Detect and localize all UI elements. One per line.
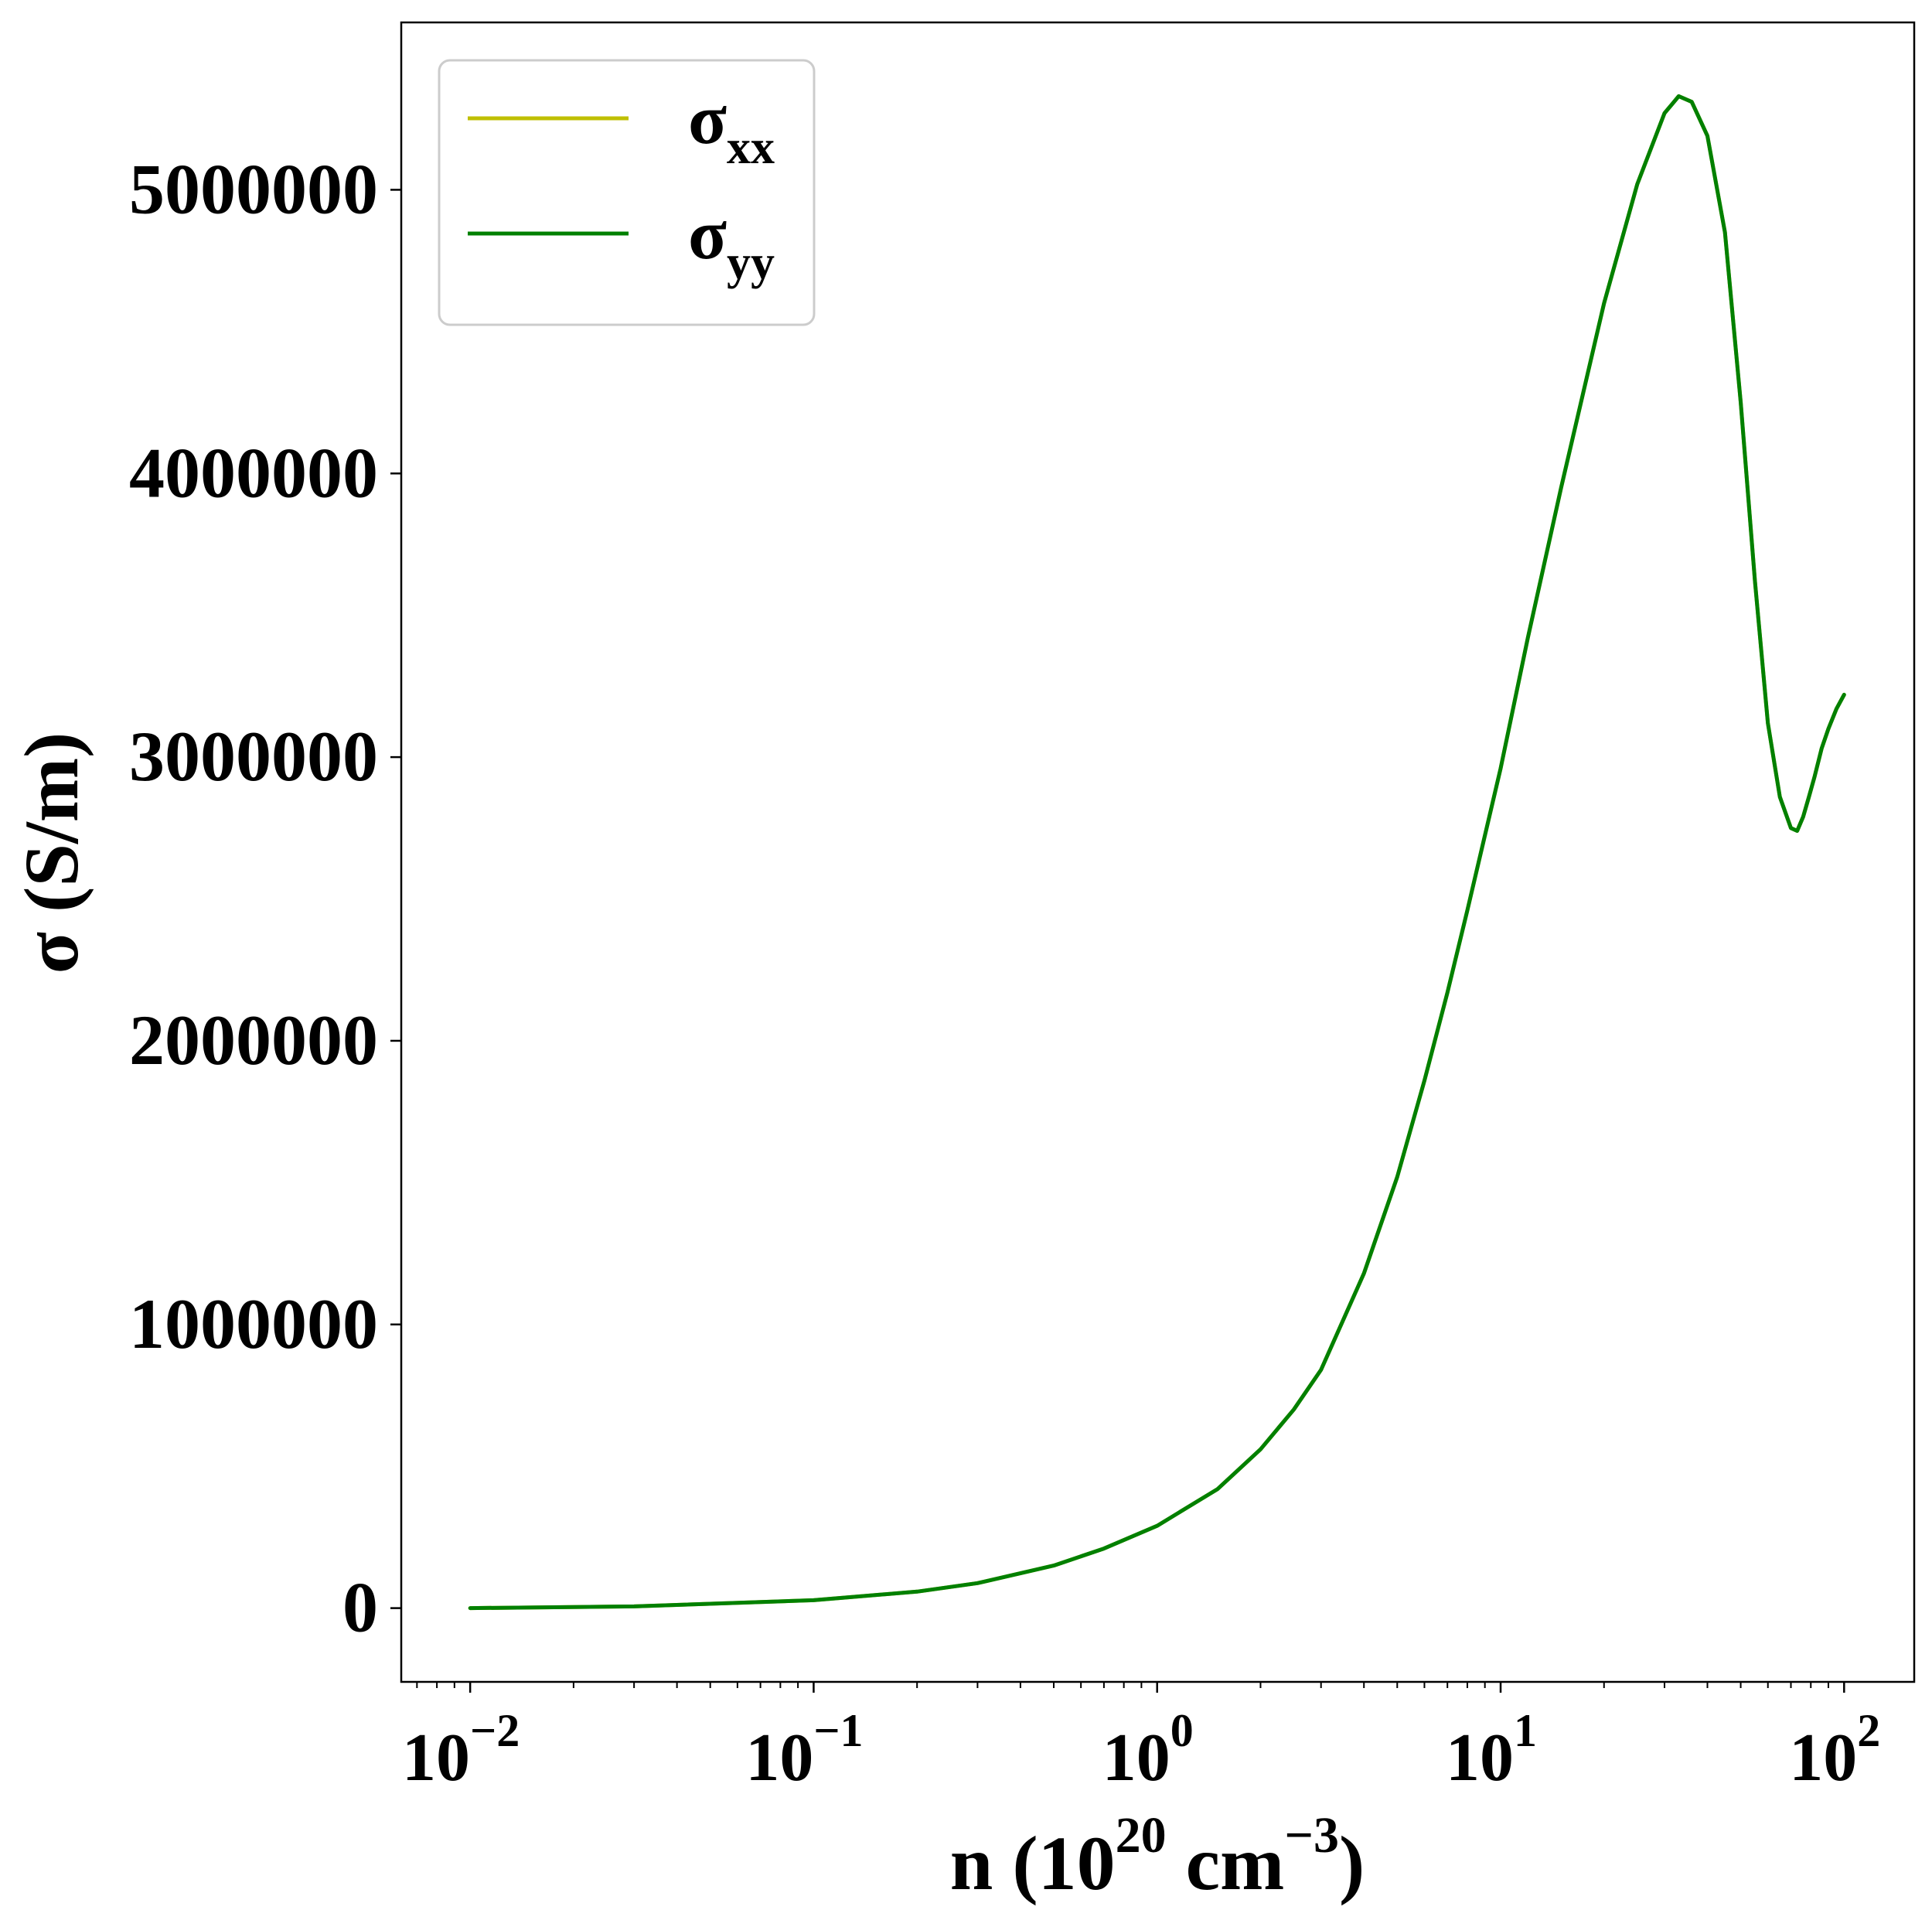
legend-label-sigma-xx-base: σ bbox=[688, 80, 727, 159]
y-axis-label: σ (S/m) bbox=[9, 732, 94, 974]
y-tick-label: 4000000 bbox=[129, 433, 378, 512]
x-tick-label-base: 10 bbox=[745, 1721, 813, 1796]
legend: σxx σyy bbox=[438, 59, 816, 326]
x-axis-label-end: ) bbox=[1339, 1820, 1365, 1906]
y-tick-label: 3000000 bbox=[129, 717, 378, 796]
x-tick-label-exp: 1 bbox=[1514, 1705, 1537, 1756]
x-tick-label: 101 bbox=[1446, 1705, 1537, 1796]
x-axis-label-base: n (10 bbox=[950, 1820, 1116, 1906]
legend-label-sigma-yy-base: σ bbox=[688, 195, 727, 274]
x-tick-label-exp: 0 bbox=[1170, 1705, 1194, 1756]
y-tick-label: 1000000 bbox=[129, 1284, 378, 1363]
legend-label-sigma-yy: σyy bbox=[688, 195, 775, 289]
x-tick-label: 100 bbox=[1102, 1705, 1194, 1796]
y-axis-ticks: 0 1000000 2000000 3000000 4000000 5000000 bbox=[129, 149, 401, 1647]
x-tick-label-exp: −2 bbox=[470, 1705, 520, 1756]
x-axis-label-mid: cm bbox=[1167, 1820, 1285, 1906]
x-tick-label: 102 bbox=[1789, 1705, 1880, 1796]
x-tick-label: 10−1 bbox=[745, 1705, 863, 1796]
x-tick-label: 10−2 bbox=[402, 1705, 520, 1796]
y-tick-label: 5000000 bbox=[129, 149, 378, 228]
legend-label-sigma-xx-sub: xx bbox=[727, 121, 775, 174]
x-axis-ticks: 10−2 10−1 100 101 102 bbox=[402, 1682, 1880, 1796]
y-tick-label: 2000000 bbox=[129, 1001, 378, 1079]
x-tick-label-exp: 2 bbox=[1857, 1705, 1880, 1756]
x-axis-label-exp1: 20 bbox=[1116, 1807, 1167, 1864]
legend-label-sigma-xx: σxx bbox=[688, 80, 775, 174]
legend-label-sigma-yy-sub: yy bbox=[727, 237, 775, 289]
y-tick-label: 0 bbox=[342, 1568, 378, 1647]
x-axis-label-exp2: −3 bbox=[1284, 1807, 1339, 1864]
x-tick-label-base: 10 bbox=[402, 1721, 470, 1796]
series-layer bbox=[468, 94, 1846, 1611]
legend-box bbox=[438, 59, 816, 326]
x-tick-label-base: 10 bbox=[1102, 1721, 1170, 1796]
x-tick-label-exp: −1 bbox=[813, 1705, 863, 1756]
x-axis-label: n (1020 cm−3) bbox=[950, 1807, 1365, 1906]
series-line-sigma-yy bbox=[468, 94, 1846, 1611]
x-tick-label-base: 10 bbox=[1446, 1721, 1514, 1796]
x-tick-label-base: 10 bbox=[1789, 1721, 1857, 1796]
